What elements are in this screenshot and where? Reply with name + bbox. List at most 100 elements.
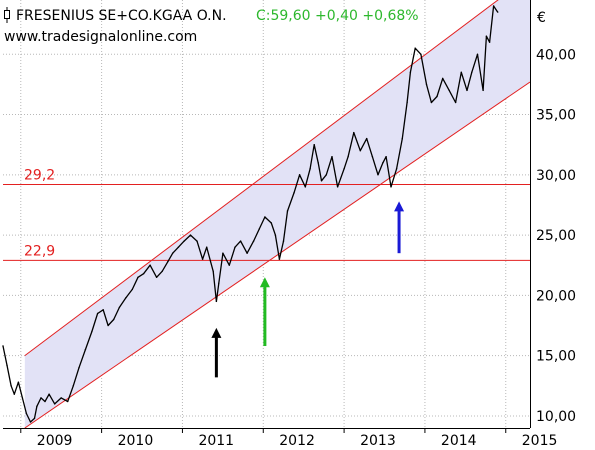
price-point bbox=[91, 330, 93, 333]
y-tick-label: 35,00 bbox=[536, 108, 576, 124]
arrow-head bbox=[394, 201, 405, 212]
price-point bbox=[286, 210, 289, 212]
price-point bbox=[488, 41, 491, 43]
price-point bbox=[476, 53, 479, 55]
source-label: www.tradesignalonline.com bbox=[4, 29, 197, 45]
chart-title: FRESENIUS SE+CO.KGAA O.N. bbox=[16, 8, 227, 24]
price-point bbox=[218, 282, 220, 284]
price-point bbox=[270, 222, 272, 224]
price-point bbox=[274, 234, 277, 236]
price-point bbox=[485, 35, 488, 37]
price-point bbox=[414, 47, 416, 49]
price-point bbox=[497, 11, 499, 13]
price-point bbox=[282, 240, 285, 242]
price-point bbox=[347, 156, 349, 158]
price-point bbox=[149, 264, 151, 266]
price-point bbox=[167, 260, 169, 263]
price-point bbox=[21, 397, 24, 399]
price-point bbox=[382, 162, 384, 164]
price-point bbox=[107, 324, 109, 327]
price-point bbox=[67, 400, 69, 403]
up-arrow-icon bbox=[211, 327, 222, 378]
price-point bbox=[492, 5, 495, 7]
header: FRESENIUS SE+CO.KGAA O.N. C:59,60 +0,40 … bbox=[4, 7, 419, 45]
trend-channel bbox=[24, 0, 530, 428]
price-point bbox=[304, 186, 306, 188]
price-point bbox=[137, 276, 139, 278]
price-point bbox=[96, 312, 99, 315]
price-point bbox=[206, 246, 208, 248]
price-series bbox=[2, 5, 499, 423]
price-point bbox=[102, 309, 104, 311]
channel-lower-line bbox=[24, 81, 530, 428]
price-point bbox=[325, 174, 327, 176]
price-point bbox=[183, 240, 185, 242]
candle-icon bbox=[4, 7, 10, 23]
horizontal-levels: 29,2 22,9 bbox=[3, 167, 530, 261]
price-point bbox=[436, 95, 438, 98]
channel-upper-line bbox=[24, 0, 499, 357]
price-point bbox=[409, 71, 412, 74]
price-point bbox=[118, 306, 121, 309]
price-point bbox=[6, 364, 8, 366]
price-point bbox=[10, 385, 12, 387]
price-point bbox=[309, 168, 311, 170]
price-point bbox=[448, 89, 450, 92]
y-tick-label: 10,00 bbox=[536, 409, 576, 425]
level-label: 22,9 bbox=[24, 243, 55, 259]
price-point bbox=[196, 240, 198, 242]
price-point bbox=[390, 186, 392, 188]
quote-text: C:59,60 +0,40 +0,68% bbox=[256, 8, 419, 24]
price-point bbox=[385, 156, 387, 158]
price-point bbox=[84, 348, 87, 351]
price-point bbox=[298, 174, 301, 176]
y-tick-label: 25,00 bbox=[536, 228, 576, 244]
price-point bbox=[239, 240, 242, 242]
price-point bbox=[377, 174, 379, 176]
price-point bbox=[172, 252, 174, 254]
x-tick-label: 2010 bbox=[118, 433, 154, 449]
arrow-head bbox=[259, 277, 270, 288]
price-point bbox=[264, 216, 266, 218]
price-point bbox=[278, 258, 281, 260]
price-point bbox=[78, 367, 80, 369]
price-point bbox=[40, 397, 42, 399]
price-point bbox=[420, 53, 422, 55]
price-point bbox=[460, 71, 462, 74]
up-arrow-icon bbox=[394, 201, 405, 254]
price-point bbox=[29, 421, 32, 423]
y-tick-label: 15,00 bbox=[536, 349, 576, 365]
price-point bbox=[54, 403, 56, 405]
price-point bbox=[317, 162, 319, 164]
price-point bbox=[258, 228, 260, 230]
x-tick-label: 2014 bbox=[441, 433, 477, 449]
annotation-arrows bbox=[211, 201, 405, 378]
x-tick-label: 2012 bbox=[279, 433, 315, 449]
price-point bbox=[454, 101, 457, 104]
axes: 10,00 15,00 20,00 25,00 30,00 35,00 40,00 2009 2… bbox=[3, 0, 576, 449]
price-point bbox=[313, 144, 315, 146]
price-point bbox=[60, 397, 62, 399]
price-point bbox=[72, 385, 75, 387]
y-tick-label: 40,00 bbox=[536, 47, 576, 63]
price-point bbox=[113, 318, 115, 321]
price-point bbox=[36, 405, 38, 407]
price-point bbox=[430, 101, 433, 104]
x-tick-label: 2011 bbox=[198, 433, 234, 449]
price-point bbox=[343, 168, 345, 170]
price-point bbox=[234, 246, 236, 248]
price-point bbox=[189, 234, 192, 236]
price-point bbox=[293, 192, 295, 194]
price-point bbox=[177, 246, 180, 248]
price-point bbox=[17, 381, 20, 383]
price-point bbox=[155, 276, 158, 278]
price-point bbox=[25, 412, 28, 415]
price-point bbox=[215, 300, 218, 303]
price-point bbox=[2, 345, 4, 347]
price-point bbox=[222, 252, 224, 254]
price-point bbox=[320, 180, 323, 182]
y-tick-label: 30,00 bbox=[536, 168, 576, 184]
price-point bbox=[246, 252, 248, 254]
price-point bbox=[366, 137, 368, 140]
